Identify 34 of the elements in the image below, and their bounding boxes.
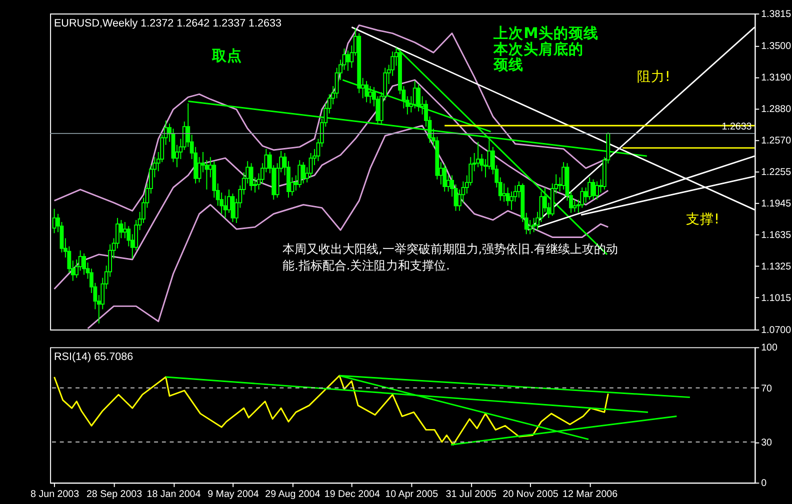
x-tick-label: 10 Apr 2005 <box>385 488 439 500</box>
y-tick-label: 1.3815 <box>761 8 792 20</box>
y-tick-label: 1.2570 <box>761 135 792 146</box>
y-tick-label: 30 <box>761 437 773 448</box>
x-tick-label: 29 Aug 2004 <box>265 488 321 500</box>
y-tick-label: 0 <box>761 478 768 490</box>
y-tick-label: 1.1015 <box>761 293 792 304</box>
y-tick-label: 1.3190 <box>761 72 792 84</box>
y-tick-label: 1.1325 <box>761 262 792 273</box>
x-tick-label: 9 May 2004 <box>208 488 260 500</box>
y-tick-label: 70 <box>761 383 773 394</box>
annotation: 支撑! <box>686 212 720 228</box>
y-tick-label: 100 <box>761 342 778 354</box>
chart-title: RSI(14) 65.7086 <box>54 350 134 363</box>
y-tick-label: 1.2255 <box>761 167 792 178</box>
annotation: 阻力! <box>636 69 670 86</box>
y-tick-label: 1.1945 <box>761 198 792 210</box>
annotation: 颈线 <box>492 56 524 74</box>
annotation: 能.指标配合.关注阻力和支撑位. <box>282 258 450 273</box>
y-tick-label: 1.2880 <box>761 104 792 115</box>
annotation: 上次M头的颈线 <box>492 25 598 42</box>
x-tick-label: 18 Jan 2004 <box>146 488 202 500</box>
x-tick-label: 8 Jun 2003 <box>30 488 80 500</box>
y-tick-label: 1.1635 <box>761 230 792 242</box>
annotation: 本次头肩底的 <box>492 40 584 58</box>
y-tick-label: 1.3500 <box>761 40 792 52</box>
y-tick-label: 1.0700 <box>761 324 792 336</box>
x-tick-label: 20 Nov 2005 <box>502 488 559 500</box>
annotation: 取点 <box>210 48 242 65</box>
x-tick-label: 12 Mar 2006 <box>562 488 618 500</box>
chart-title: EURUSD,Weekly 1.2372 1.2642 1.2337 1.2633 <box>54 17 282 30</box>
x-tick-label: 28 Sep 2003 <box>86 488 143 500</box>
x-tick-label: 19 Dec 2004 <box>324 488 380 500</box>
x-tick-label: 31 Jul 2005 <box>446 488 497 500</box>
